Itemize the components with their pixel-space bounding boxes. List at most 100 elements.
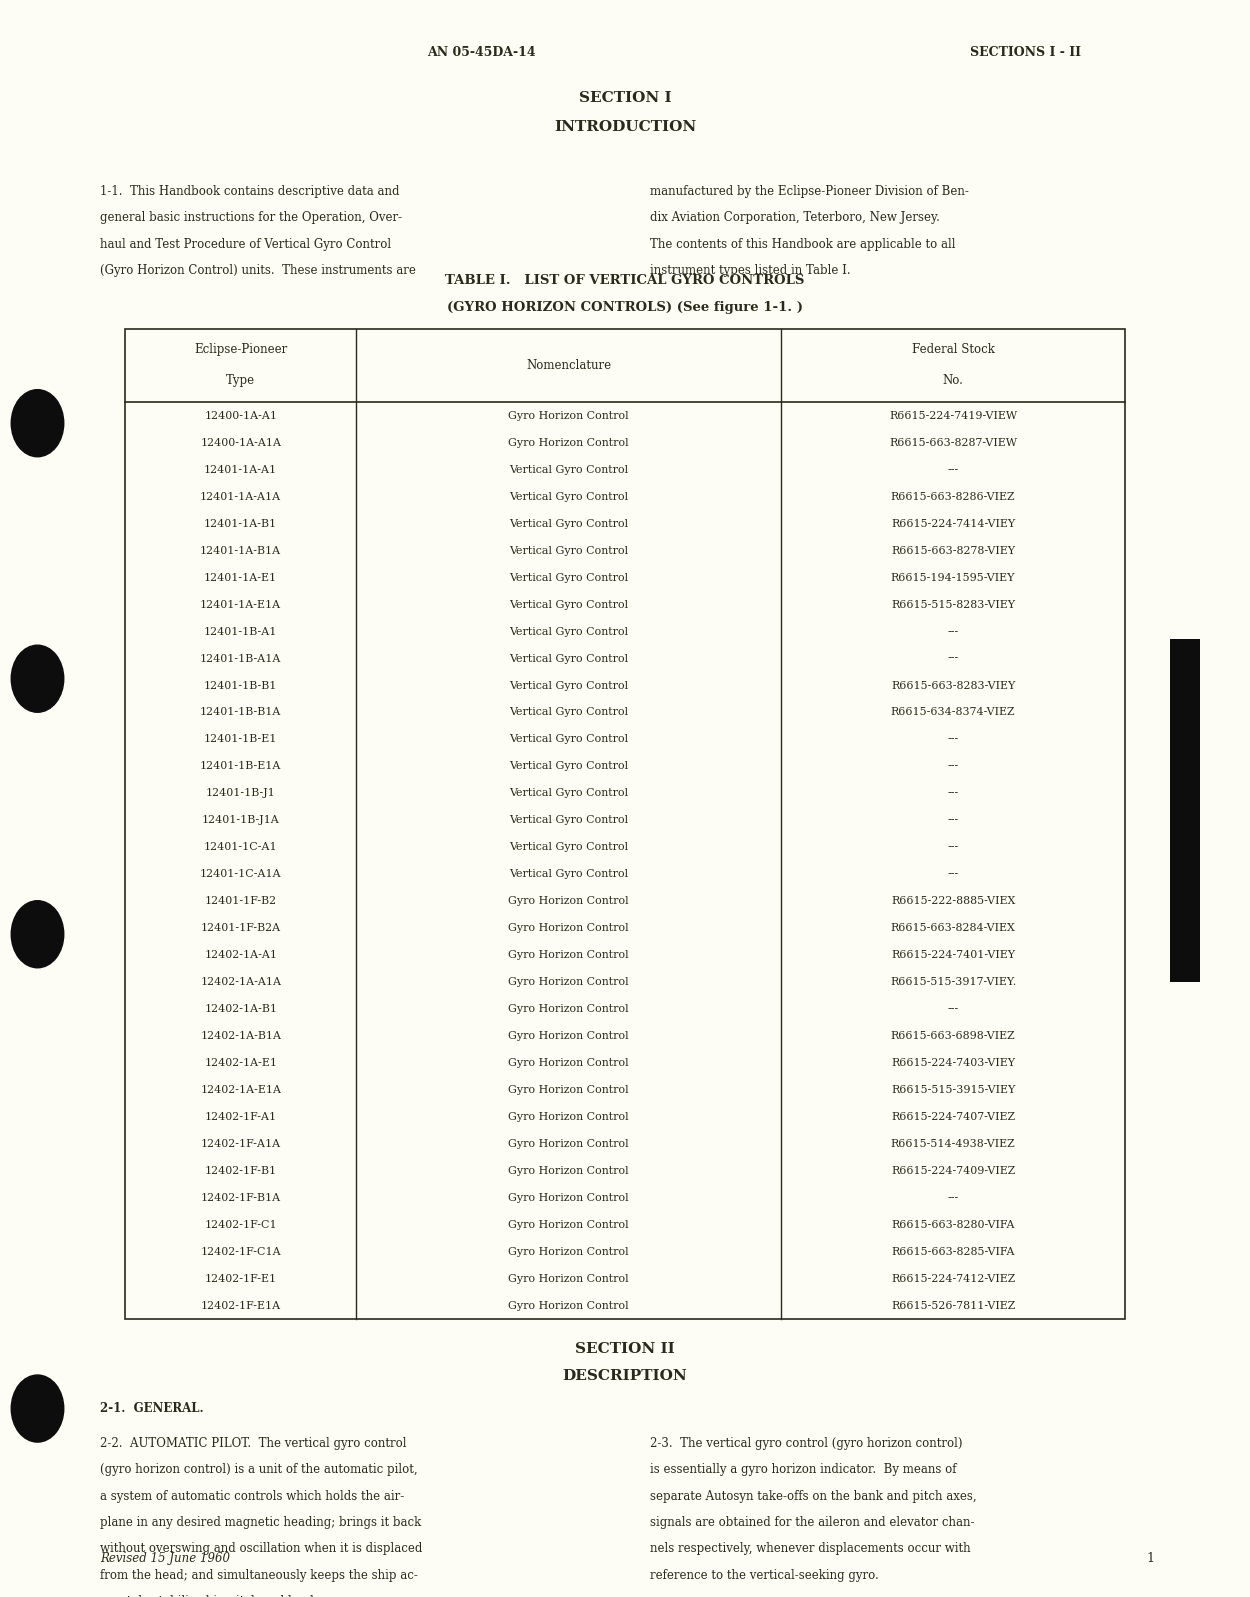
Text: ---: --- <box>948 1193 959 1203</box>
Text: Vertical Gyro Control: Vertical Gyro Control <box>509 816 629 826</box>
Text: 12400-1A-A1A: 12400-1A-A1A <box>200 438 281 447</box>
Text: R6615-663-8284-VIEX: R6615-663-8284-VIEX <box>891 923 1015 933</box>
Text: 12402-1A-A1A: 12402-1A-A1A <box>200 977 281 987</box>
Text: R6615-515-8283-VIEY: R6615-515-8283-VIEY <box>891 599 1015 610</box>
Text: No.: No. <box>942 374 964 386</box>
Text: a system of automatic controls which holds the air-: a system of automatic controls which hol… <box>100 1490 404 1503</box>
Text: R6615-663-6898-VIEZ: R6615-663-6898-VIEZ <box>891 1032 1015 1041</box>
Text: R6615-663-8287-VIEW: R6615-663-8287-VIEW <box>889 438 1018 447</box>
Text: ---: --- <box>948 735 959 744</box>
Text: ---: --- <box>948 816 959 826</box>
Text: ---: --- <box>948 842 959 853</box>
Text: 12401-1B-J1A: 12401-1B-J1A <box>201 816 280 826</box>
Text: Gyro Horizon Control: Gyro Horizon Control <box>509 923 629 933</box>
Text: Type: Type <box>226 374 255 386</box>
Text: R6615-224-7401-VIEY: R6615-224-7401-VIEY <box>891 950 1015 960</box>
Text: 12402-1F-C1A: 12402-1F-C1A <box>200 1247 281 1257</box>
Text: Vertical Gyro Control: Vertical Gyro Control <box>509 869 629 880</box>
Text: Vertical Gyro Control: Vertical Gyro Control <box>509 492 629 501</box>
Text: Gyro Horizon Control: Gyro Horizon Control <box>509 1247 629 1257</box>
Text: ---: --- <box>948 1005 959 1014</box>
Text: Gyro Horizon Control: Gyro Horizon Control <box>509 1300 629 1311</box>
Text: Vertical Gyro Control: Vertical Gyro Control <box>509 707 629 717</box>
Text: 12401-1C-A1A: 12401-1C-A1A <box>200 869 281 880</box>
Text: Vertical Gyro Control: Vertical Gyro Control <box>509 626 629 637</box>
Text: nels respectively, whenever displacements occur with: nels respectively, whenever displacement… <box>650 1543 971 1555</box>
Text: general basic instructions for the Operation, Over-: general basic instructions for the Opera… <box>100 211 402 224</box>
Text: Gyro Horizon Control: Gyro Horizon Control <box>509 1166 629 1175</box>
Text: R6615-663-8283-VIEY: R6615-663-8283-VIEY <box>891 680 1015 690</box>
Text: R6615-515-3915-VIEY: R6615-515-3915-VIEY <box>891 1084 1015 1096</box>
Text: ---: --- <box>948 762 959 771</box>
Text: 12402-1F-A1: 12402-1F-A1 <box>205 1112 276 1123</box>
Text: 1-1.  This Handbook contains descriptive data and: 1-1. This Handbook contains descriptive … <box>100 185 400 198</box>
Text: reference to the vertical-seeking gyro.: reference to the vertical-seeking gyro. <box>650 1568 879 1581</box>
Text: R6615-224-7407-VIEZ: R6615-224-7407-VIEZ <box>891 1112 1015 1123</box>
Text: 12401-1A-B1A: 12401-1A-B1A <box>200 546 281 556</box>
Text: Vertical Gyro Control: Vertical Gyro Control <box>509 735 629 744</box>
Text: 12402-1F-E1: 12402-1F-E1 <box>205 1274 276 1284</box>
Text: R6615-663-8278-VIEY: R6615-663-8278-VIEY <box>891 546 1015 556</box>
Text: 12401-1A-A1A: 12401-1A-A1A <box>200 492 281 501</box>
Text: 12401-1B-B1: 12401-1B-B1 <box>204 680 278 690</box>
Text: 12402-1A-B1A: 12402-1A-B1A <box>200 1032 281 1041</box>
Text: curately stabilized in pitch and bank.: curately stabilized in pitch and bank. <box>100 1595 321 1597</box>
Text: Gyro Horizon Control: Gyro Horizon Control <box>509 410 629 422</box>
Text: Gyro Horizon Control: Gyro Horizon Control <box>509 1005 629 1014</box>
Text: R6615-222-8885-VIEX: R6615-222-8885-VIEX <box>891 896 1015 905</box>
Text: 12401-1F-B2: 12401-1F-B2 <box>205 896 276 905</box>
Text: Vertical Gyro Control: Vertical Gyro Control <box>509 573 629 583</box>
Text: 12401-1B-E1: 12401-1B-E1 <box>204 735 278 744</box>
Text: 1: 1 <box>1146 1552 1154 1565</box>
Text: 12401-1B-E1A: 12401-1B-E1A <box>200 762 281 771</box>
Text: DESCRIPTION: DESCRIPTION <box>562 1369 688 1383</box>
Text: Gyro Horizon Control: Gyro Horizon Control <box>509 950 629 960</box>
Text: 12402-1F-E1A: 12402-1F-E1A <box>200 1300 281 1311</box>
Text: ---: --- <box>948 626 959 637</box>
Text: 2-2.  AUTOMATIC PILOT.  The vertical gyro control: 2-2. AUTOMATIC PILOT. The vertical gyro … <box>100 1437 406 1450</box>
Text: Vertical Gyro Control: Vertical Gyro Control <box>509 680 629 690</box>
Text: ---: --- <box>948 465 959 474</box>
Text: Gyro Horizon Control: Gyro Horizon Control <box>509 1193 629 1203</box>
Text: R6615-224-7412-VIEZ: R6615-224-7412-VIEZ <box>891 1274 1015 1284</box>
Text: Vertical Gyro Control: Vertical Gyro Control <box>509 789 629 798</box>
Text: 12401-1B-J1: 12401-1B-J1 <box>206 789 275 798</box>
Text: ---: --- <box>948 869 959 880</box>
Text: 12401-1A-B1: 12401-1A-B1 <box>204 519 278 529</box>
Text: 12400-1A-A1: 12400-1A-A1 <box>204 410 278 422</box>
Text: R6615-224-7419-VIEW: R6615-224-7419-VIEW <box>889 410 1018 422</box>
Text: plane in any desired magnetic heading; brings it back: plane in any desired magnetic heading; b… <box>100 1516 421 1528</box>
Text: ---: --- <box>948 789 959 798</box>
Text: ---: --- <box>948 653 959 664</box>
Text: dix Aviation Corporation, Teterboro, New Jersey.: dix Aviation Corporation, Teterboro, New… <box>650 211 940 224</box>
Text: Vertical Gyro Control: Vertical Gyro Control <box>509 842 629 853</box>
Text: Vertical Gyro Control: Vertical Gyro Control <box>509 546 629 556</box>
Text: 12402-1F-B1A: 12402-1F-B1A <box>200 1193 281 1203</box>
Text: 12402-1F-A1A: 12402-1F-A1A <box>200 1139 281 1148</box>
Text: (GYRO HORIZON CONTROLS) (See figure 1-1. ): (GYRO HORIZON CONTROLS) (See figure 1-1.… <box>448 302 802 315</box>
Text: Gyro Horizon Control: Gyro Horizon Control <box>509 1139 629 1148</box>
Text: R6615-526-7811-VIEZ: R6615-526-7811-VIEZ <box>891 1300 1015 1311</box>
Text: 12402-1A-A1: 12402-1A-A1 <box>204 950 278 960</box>
Text: 12401-1B-B1A: 12401-1B-B1A <box>200 707 281 717</box>
Text: is essentially a gyro horizon indicator.  By means of: is essentially a gyro horizon indicator.… <box>650 1463 956 1476</box>
Text: Gyro Horizon Control: Gyro Horizon Control <box>509 1274 629 1284</box>
Text: R6615-663-8286-VIEZ: R6615-663-8286-VIEZ <box>891 492 1015 501</box>
Text: without overswing and oscillation when it is displaced: without overswing and oscillation when i… <box>100 1543 422 1555</box>
Text: 12402-1A-E1A: 12402-1A-E1A <box>200 1084 281 1096</box>
Text: R6615-224-7414-VIEY: R6615-224-7414-VIEY <box>891 519 1015 529</box>
Text: SECTION I: SECTION I <box>579 91 671 105</box>
Text: Vertical Gyro Control: Vertical Gyro Control <box>509 599 629 610</box>
Text: R6615-634-8374-VIEZ: R6615-634-8374-VIEZ <box>891 707 1015 717</box>
Text: 12401-1C-A1: 12401-1C-A1 <box>204 842 278 853</box>
Text: Gyro Horizon Control: Gyro Horizon Control <box>509 1112 629 1123</box>
Text: 2-3.  The vertical gyro control (gyro horizon control): 2-3. The vertical gyro control (gyro hor… <box>650 1437 962 1450</box>
Text: R6615-663-8280-VIFA: R6615-663-8280-VIFA <box>891 1220 1015 1230</box>
Text: Gyro Horizon Control: Gyro Horizon Control <box>509 1084 629 1096</box>
Text: from the head; and simultaneously keeps the ship ac-: from the head; and simultaneously keeps … <box>100 1568 418 1581</box>
Text: Gyro Horizon Control: Gyro Horizon Control <box>509 438 629 447</box>
Text: Nomenclature: Nomenclature <box>526 359 611 372</box>
Text: SECTIONS I - II: SECTIONS I - II <box>970 46 1080 59</box>
Text: R6615-224-7409-VIEZ: R6615-224-7409-VIEZ <box>891 1166 1015 1175</box>
Text: INTRODUCTION: INTRODUCTION <box>554 120 696 134</box>
